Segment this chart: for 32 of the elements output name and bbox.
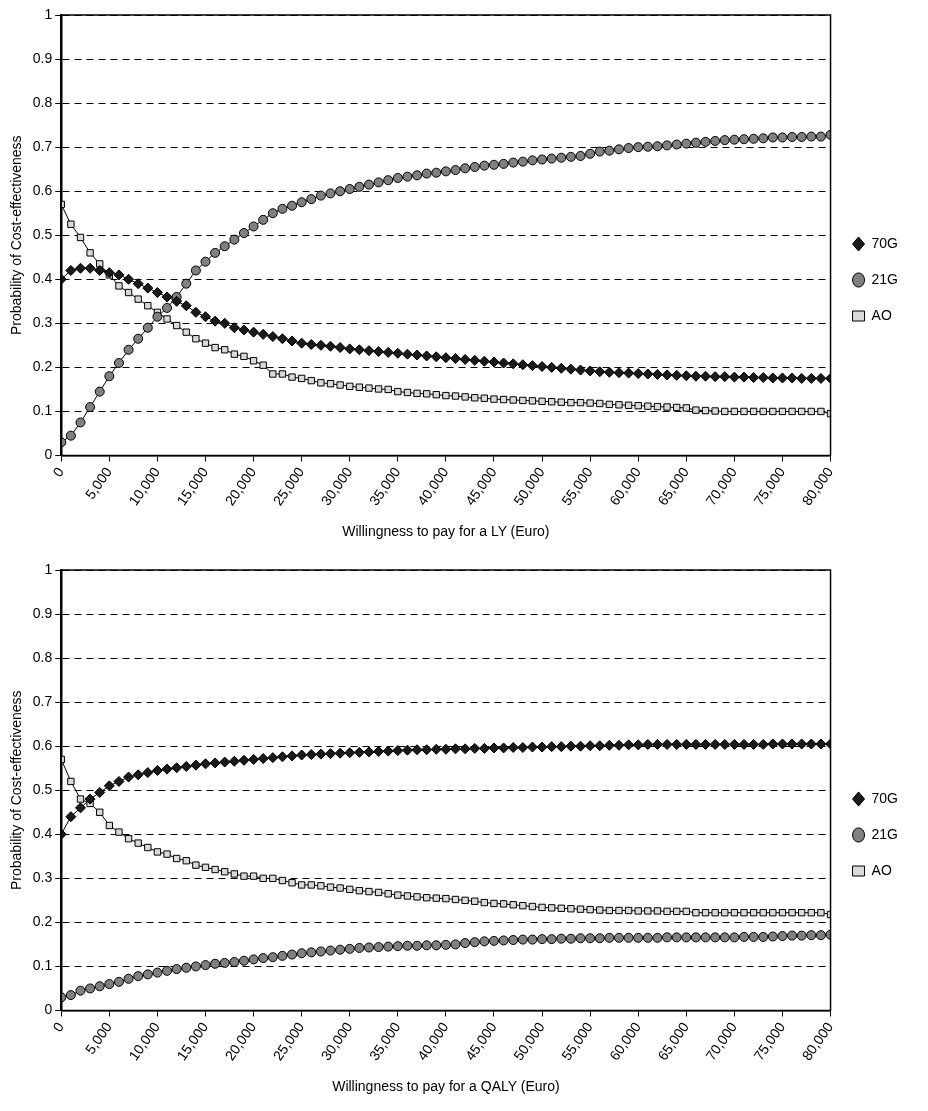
legend-label: 21G: [871, 270, 899, 287]
y-axis-title: Probability of Cost-effectiveness: [8, 690, 25, 891]
y-tick-label: 0.1: [32, 402, 53, 419]
y-tick-label: 0.4: [32, 825, 53, 842]
x-axis-title: Willingness to pay for a LY (Euro): [342, 523, 550, 540]
y-tick-label: 0.4: [32, 270, 53, 287]
y-tick-label: 0.8: [32, 93, 53, 110]
y-tick-label: 0.1: [32, 957, 53, 974]
y-tick-label: 0: [44, 1001, 53, 1018]
y-tick-label: 0.5: [32, 226, 53, 243]
y-tick-label: 0.7: [32, 693, 53, 710]
y-tick-label: 0.6: [32, 737, 53, 754]
y-tick-label: 0.7: [32, 138, 53, 155]
y-tick-label: 0.2: [32, 358, 53, 375]
y-tick-label: 0.2: [32, 913, 53, 930]
legend-label: 21G: [871, 825, 899, 842]
x-axis-title: Willingness to pay for a QALY (Euro): [332, 1078, 560, 1095]
y-tick-label: 0.3: [32, 314, 53, 331]
y-tick-label: 0.5: [32, 781, 53, 798]
legend-label: 70G: [871, 789, 899, 806]
y-tick-label: 0.9: [32, 49, 53, 66]
y-tick-label: 1: [44, 5, 53, 22]
y-tick-label: 0: [44, 446, 53, 463]
y-axis-title: Probability of Cost-effectiveness: [8, 135, 25, 336]
y-tick-label: 1: [44, 560, 53, 577]
y-tick-label: 0.9: [32, 604, 53, 621]
y-tick-label: 0.8: [32, 648, 53, 665]
legend-label: AO: [871, 861, 892, 878]
y-tick-label: 0.6: [32, 182, 53, 199]
legend-label: AO: [871, 306, 892, 323]
legend-label: 70G: [871, 234, 899, 251]
y-tick-label: 0.3: [32, 869, 53, 886]
